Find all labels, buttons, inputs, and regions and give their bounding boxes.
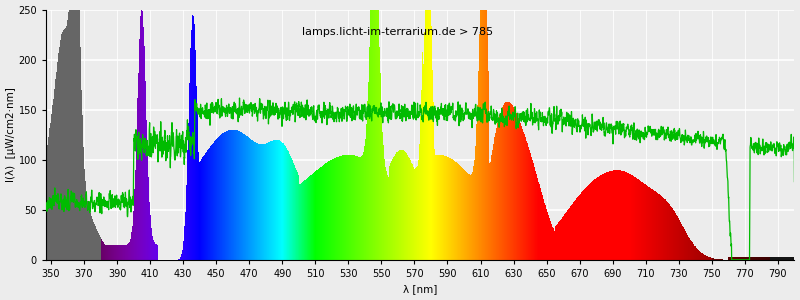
Y-axis label: I(λ)  [µW/cm2·nm]: I(λ) [µW/cm2·nm]	[6, 87, 15, 182]
Text: lamps.licht-im-terrarium.de > 785: lamps.licht-im-terrarium.de > 785	[302, 27, 494, 37]
X-axis label: λ [nm]: λ [nm]	[403, 284, 438, 294]
